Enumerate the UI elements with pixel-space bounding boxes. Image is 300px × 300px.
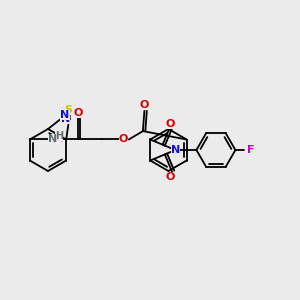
- Text: O: O: [140, 100, 149, 110]
- Text: O: O: [166, 119, 175, 129]
- Text: H: H: [55, 130, 63, 141]
- Text: N: N: [61, 114, 70, 124]
- Text: O: O: [73, 107, 83, 118]
- Text: S: S: [65, 105, 73, 115]
- Text: O: O: [119, 134, 128, 145]
- Text: N: N: [171, 145, 180, 155]
- Text: N: N: [60, 110, 70, 120]
- Text: O: O: [166, 172, 175, 182]
- Text: N: N: [48, 134, 57, 145]
- Text: F: F: [247, 145, 255, 155]
